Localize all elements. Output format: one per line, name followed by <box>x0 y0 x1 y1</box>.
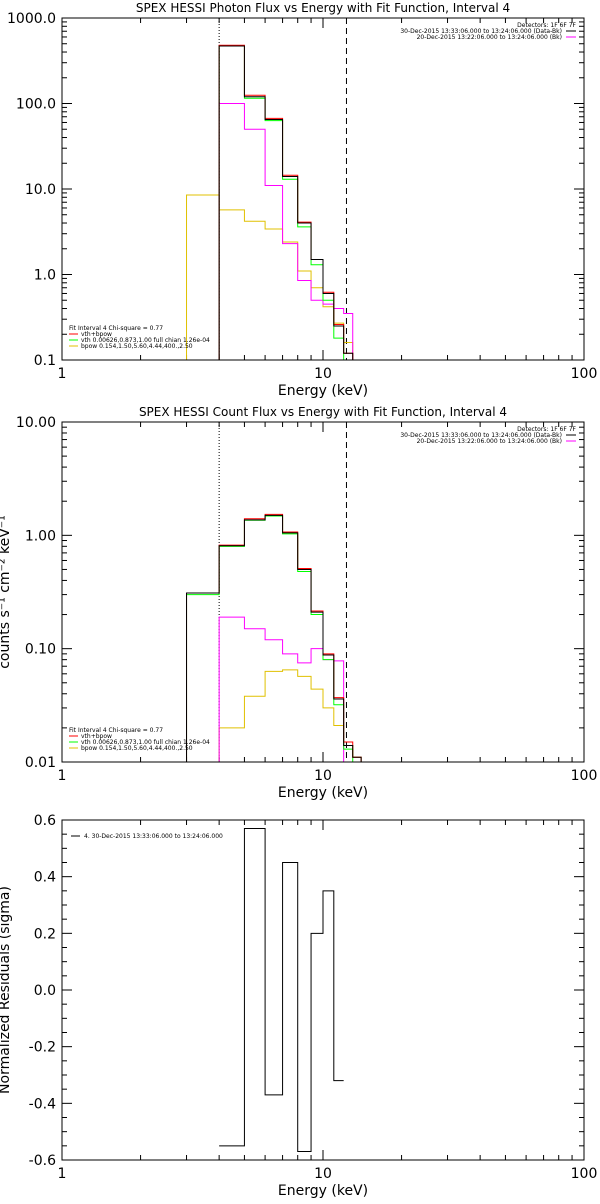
x-tick-label: 100 <box>571 768 598 784</box>
chart-panel-2: SPEX HESSI Count Flux vs Energy with Fit… <box>0 405 597 801</box>
y-tick-label: -0.6 <box>29 1153 56 1169</box>
series-residuals <box>219 828 344 1152</box>
legend-label: vth+bpow <box>81 331 112 338</box>
legend-label: vth 0.00626,0.873,1.00 full chian 1.26e-… <box>81 337 210 344</box>
series-bpow <box>218 669 362 762</box>
x-axis-label: Energy (keV) <box>278 383 368 399</box>
plot-frame <box>61 17 585 361</box>
y-tick-label: 0.01 <box>25 755 56 771</box>
x-axis-label: Energy (keV) <box>278 1183 368 1199</box>
series-data <box>186 514 362 762</box>
chart-panel-3: 1 10 100 -0.6 -0.4 -0.2 0.0 0.2 0.4 0.6 Energy (ke… <box>0 813 597 1199</box>
y-tick-label: 100.0 <box>16 97 56 113</box>
series-vth <box>218 45 345 360</box>
plot-area <box>219 828 344 1152</box>
series-total <box>186 513 362 762</box>
series-vth <box>186 515 362 762</box>
x-tick-label: 100 <box>571 366 598 382</box>
chart-panel-1: SPEX HESSI Photon Flux vs Energy with Fi… <box>7 1 597 399</box>
detectors-label: Detectors: 1F 6F 7F <box>517 426 576 433</box>
x-tick-label: 10 <box>314 1166 332 1182</box>
y-tick-label: 0.6 <box>34 813 56 829</box>
legend-label: 4. 30-Dec-2015 13:33:06.000 to 13:24:06.… <box>84 833 223 840</box>
y-tick-label: 0.4 <box>34 870 56 886</box>
legend-header: Fit Interval 4 Chi-square = 0.77 <box>69 727 163 734</box>
y-tick-label: 1.00 <box>25 528 56 544</box>
time-interval-label: 20-Dec-2015 13:22:06.000 to 13:24:06.000… <box>417 438 562 445</box>
detectors-label: Detectors: 1F 6F 7F <box>517 22 576 29</box>
series-total <box>218 44 354 360</box>
y-tick-label: 0.0 <box>34 983 56 999</box>
x-tick-label: 1 <box>58 768 67 784</box>
y-axis-label: Normalized Residuals (sigma) <box>0 886 13 1094</box>
y-tick-label: 0.2 <box>34 926 56 942</box>
y-tick-label: 10.00 <box>16 415 56 431</box>
series-background <box>218 103 354 360</box>
y-tick-label: -0.2 <box>29 1040 56 1056</box>
y-axis-label: counts s⁻¹ cm⁻² keV⁻¹ <box>0 515 13 669</box>
y-tick-label: -0.4 <box>29 1096 56 1112</box>
y-tick-label: 0.10 <box>25 642 56 658</box>
x-tick-label: 100 <box>571 1166 598 1182</box>
x-axis-label: Energy (keV) <box>278 785 368 801</box>
chart-title: SPEX HESSI Count Flux vs Energy with Fit… <box>139 405 507 419</box>
plot-area <box>186 18 354 360</box>
series-background <box>218 616 345 762</box>
series-data <box>218 45 354 360</box>
y-tick-label: 1.0 <box>34 268 56 284</box>
legend-header: Fit Interval 4 Chi-square = 0.77 <box>69 325 163 332</box>
y-tick-label: 0.1 <box>34 353 56 369</box>
x-tick-label: 1 <box>58 1166 67 1182</box>
y-tick-label: 10.0 <box>25 182 56 198</box>
legend-label: bpow 0.154,1.50,5.60,4.44,400.,2.50 <box>81 745 193 752</box>
x-tick-label: 1 <box>58 366 67 382</box>
x-tick-label: 10 <box>314 366 332 382</box>
legend-label: bpow 0.154,1.50,5.60,4.44,400.,2.50 <box>81 343 193 350</box>
plot-area <box>186 422 362 762</box>
plot-frame <box>61 819 585 1161</box>
legend-label: vth 0.00626,0.873,1.00 full chian 1.26e-… <box>81 739 210 746</box>
series-bpow <box>186 194 354 360</box>
plot-frame <box>61 421 585 763</box>
y-tick-label: 1000.0 <box>7 11 56 27</box>
legend-label: vth+bpow <box>81 733 112 740</box>
time-interval-label: 20-Dec-2015 13:22:06.000 to 13:24:06.000… <box>417 34 562 41</box>
x-tick-label: 10 <box>314 768 332 784</box>
time-interval-label: 30-Dec-2015 13:33:06.000 to 13:24:06.000… <box>400 28 562 35</box>
chart-title: SPEX HESSI Photon Flux vs Energy with Fi… <box>136 1 510 15</box>
time-interval-label: 30-Dec-2015 13:33:06.000 to 13:24:06.000… <box>400 432 562 439</box>
